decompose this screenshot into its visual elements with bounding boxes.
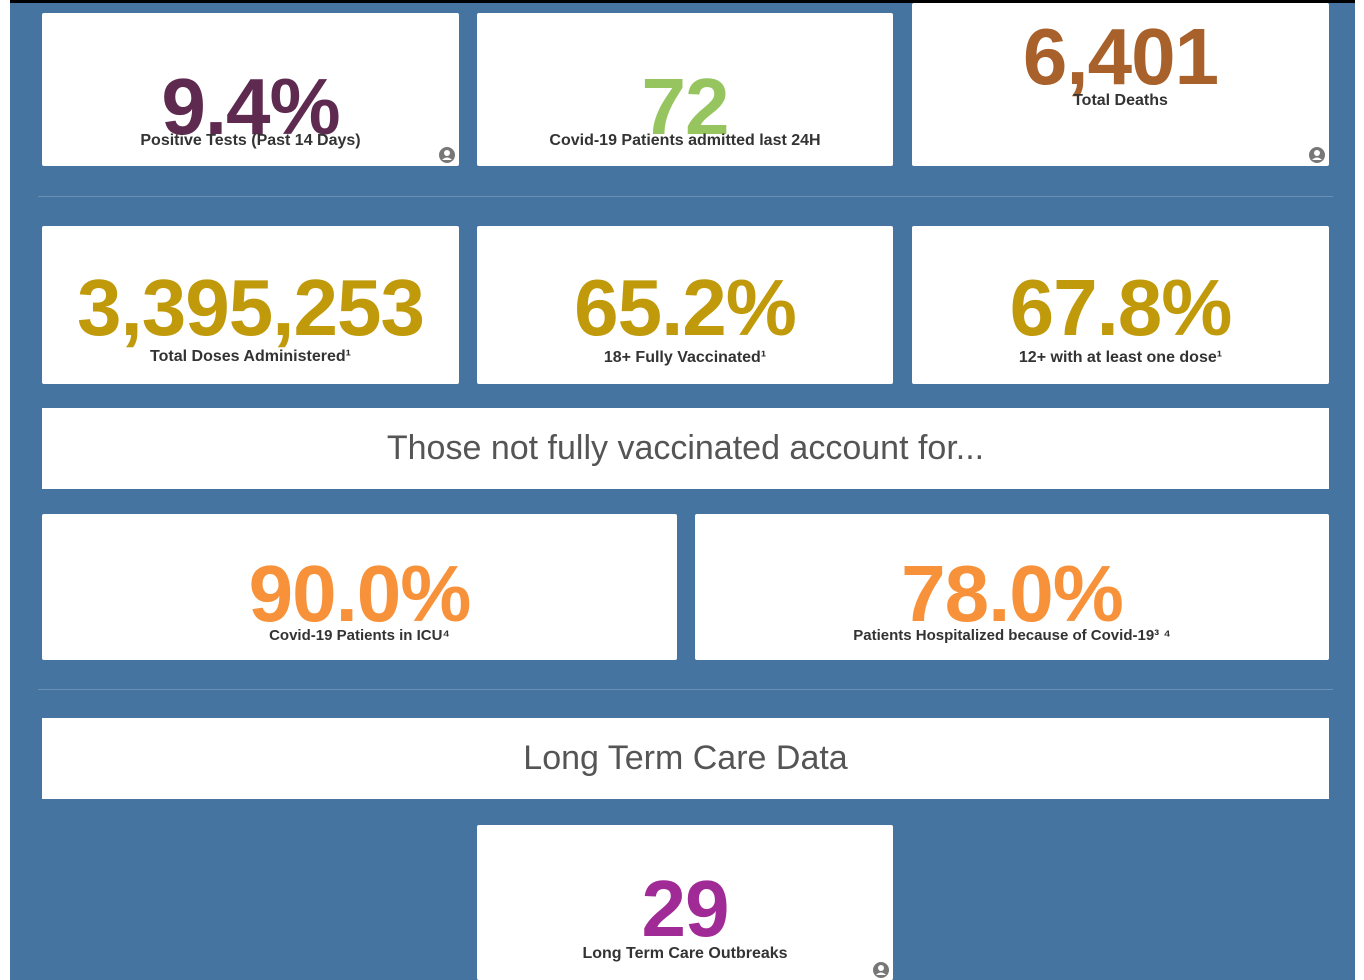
- info-icon[interactable]: [438, 146, 456, 164]
- stat-value: 6,401: [1022, 12, 1219, 101]
- stat-label: Total Deaths: [1073, 92, 1168, 109]
- stat-label: Patients Hospitalized because of Covid-1…: [853, 627, 1171, 644]
- info-icon[interactable]: [872, 961, 890, 979]
- divider: [38, 196, 1333, 197]
- stat-card: 67.8% 12+ with at least one dose¹: [912, 226, 1329, 384]
- stat-value: 3,395,253: [77, 263, 425, 352]
- stat-label: Covid-19 Patients admitted last 24H: [549, 132, 821, 149]
- stat-card: 65.2% 18+ Fully Vaccinated¹: [477, 226, 893, 384]
- info-icon[interactable]: [1308, 146, 1326, 164]
- stat-value: 90.0%: [248, 549, 472, 638]
- stat-card: 3,395,253 Total Doses Administered¹: [42, 226, 459, 384]
- stat-label: Positive Tests (Past 14 Days): [140, 132, 361, 149]
- stat-card: 72 Covid-19 Patients admitted last 24H: [477, 13, 893, 166]
- stat-card: 90.0% Covid-19 Patients in ICU⁴: [42, 514, 677, 660]
- divider: [38, 689, 1333, 690]
- section-banner: Those not fully vaccinated account for..…: [42, 408, 1329, 489]
- stat-value: 65.2%: [574, 263, 797, 352]
- stat-value: 78.0%: [901, 549, 1124, 638]
- stat-card: 9.4% Positive Tests (Past 14 Days): [42, 13, 459, 166]
- stat-label: 12+ with at least one dose¹: [1018, 349, 1223, 366]
- stat-card: 29 Long Term Care Outbreaks: [477, 825, 893, 980]
- stat-value: 9.4%: [161, 62, 340, 151]
- stat-label: Long Term Care Outbreaks: [582, 945, 788, 962]
- stat-card: 6,401 Total Deaths: [912, 3, 1329, 166]
- stat-value: 29: [641, 864, 730, 953]
- stat-label: Total Doses Administered¹: [150, 348, 351, 365]
- stat-value: 67.8%: [1009, 263, 1233, 352]
- stat-label: Covid-19 Patients in ICU⁴: [269, 627, 450, 644]
- section-banner: Long Term Care Data: [42, 718, 1329, 799]
- stat-label: 18+ Fully Vaccinated¹: [603, 349, 767, 366]
- stat-value: 72: [641, 62, 730, 151]
- stat-card: 78.0% Patients Hospitalized because of C…: [695, 514, 1329, 660]
